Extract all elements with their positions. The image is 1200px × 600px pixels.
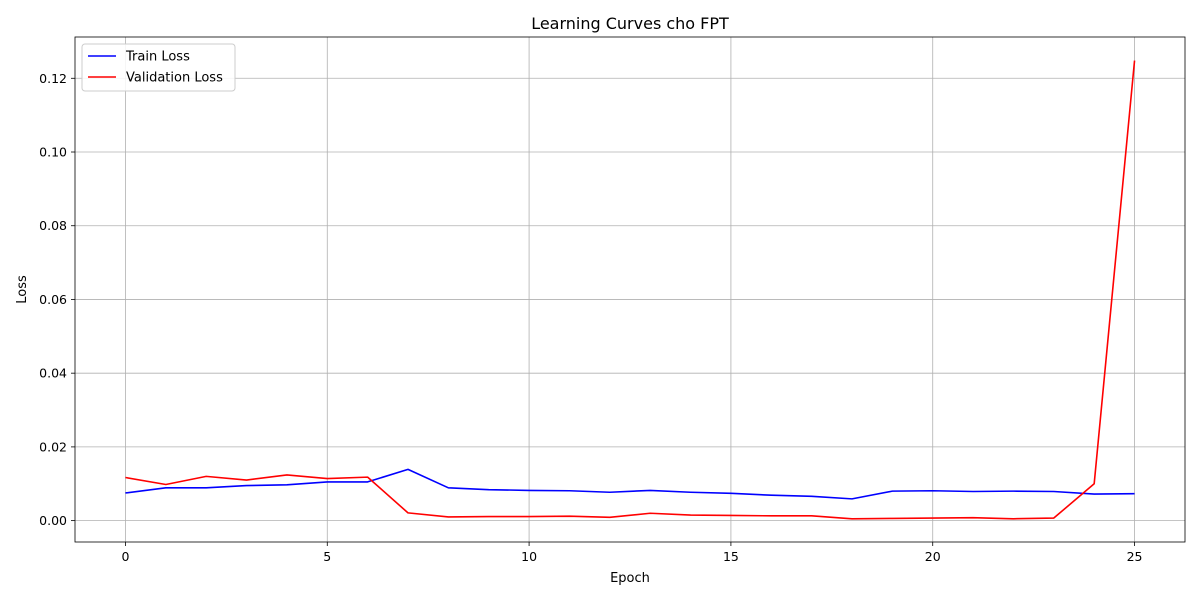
series-line-train-loss <box>125 468 1135 500</box>
y-tick-label: 0.06 <box>39 292 67 307</box>
x-tick-label: 5 <box>323 549 331 564</box>
legend-label: Train Loss <box>125 50 190 65</box>
y-axis-label: Loss <box>15 275 30 304</box>
y-tick-label: 0.00 <box>39 513 67 528</box>
x-tick-label: 25 <box>1127 549 1143 564</box>
y-tick-label: 0.12 <box>39 71 67 86</box>
chart-title: Learning Curves cho FPT <box>531 14 729 33</box>
series-line-validation-loss <box>125 60 1136 520</box>
x-axis-label: Epoch <box>610 571 650 586</box>
axis-ticks: 0 5 10 15 20 25 0.00 0.02 0.04 0.06 0.08 0.10 0.12 <box>39 71 1142 564</box>
grid <box>75 37 1185 542</box>
x-tick-label: 10 <box>521 549 537 564</box>
series-lines <box>125 60 1136 520</box>
y-tick-label: 0.08 <box>39 218 67 233</box>
legend: Train Loss Validation Loss <box>81 43 236 92</box>
x-tick-label: 15 <box>723 549 739 564</box>
legend-label: Validation Loss <box>126 71 223 86</box>
x-tick-label: 20 <box>925 549 941 564</box>
y-tick-label: 0.04 <box>39 366 67 381</box>
y-tick-label: 0.10 <box>39 145 67 160</box>
plot-frame <box>74 36 1186 543</box>
y-tick-label: 0.02 <box>39 439 67 454</box>
x-tick-label: 0 <box>121 549 129 564</box>
legend-box <box>81 43 236 92</box>
